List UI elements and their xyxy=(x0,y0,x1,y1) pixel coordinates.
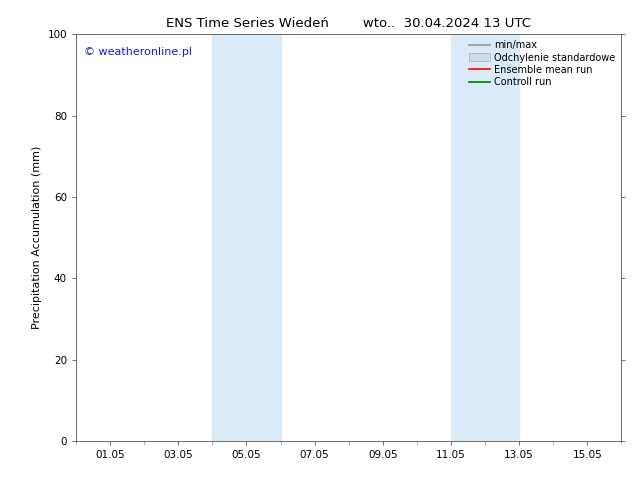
Title: ENS Time Series Wiedeń        wto..  30.04.2024 13 UTC: ENS Time Series Wiedeń wto.. 30.04.2024 … xyxy=(166,17,531,30)
Bar xyxy=(212,34,280,441)
Legend: min/max, Odchylenie standardowe, Ensemble mean run, Controll run: min/max, Odchylenie standardowe, Ensembl… xyxy=(465,36,619,91)
Bar xyxy=(451,34,519,441)
Y-axis label: Precipitation Accumulation (mm): Precipitation Accumulation (mm) xyxy=(32,146,42,329)
Text: © weatheronline.pl: © weatheronline.pl xyxy=(84,47,192,56)
